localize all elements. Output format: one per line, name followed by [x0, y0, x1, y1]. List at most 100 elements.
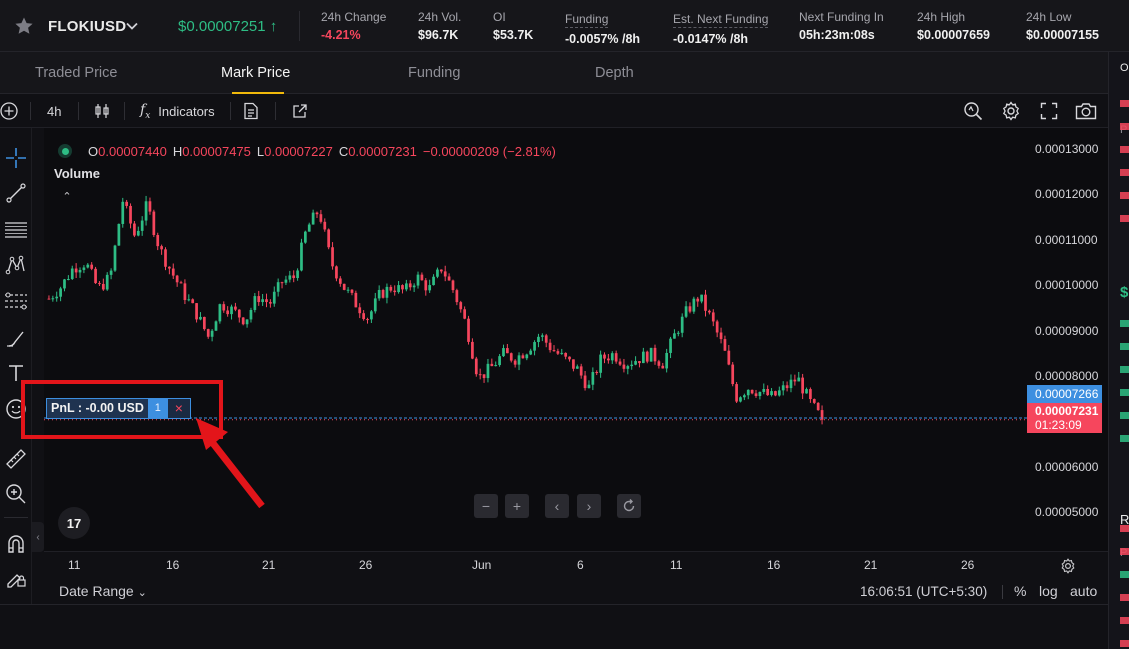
emoji-icon[interactable] — [3, 396, 29, 422]
auto-scale-toggle[interactable]: auto — [1070, 583, 1098, 599]
tab-funding[interactable]: Funding — [408, 65, 461, 81]
symbol-name[interactable]: FLOKIUSD — [48, 18, 127, 35]
position-quantity[interactable]: 1 — [147, 399, 168, 418]
candle-body — [113, 245, 117, 271]
candle-body — [719, 332, 723, 340]
interval-selector[interactable]: 4h — [47, 103, 62, 119]
text-tool-icon[interactable] — [3, 360, 29, 386]
date-range-dropdown[interactable]: Date Range ⌄ — [59, 583, 147, 599]
external-link-icon[interactable] — [292, 100, 308, 122]
candle-body — [331, 247, 334, 267]
candle-body — [101, 283, 105, 290]
candle-body — [354, 292, 358, 308]
time-axis[interactable]: 11 16 21 26 Jun 6 11 16 21 26 — [44, 551, 1108, 579]
candle-body — [373, 298, 377, 312]
candle-body — [486, 363, 490, 379]
collapse-toolbar-chevron-icon[interactable]: ‹ — [32, 522, 44, 552]
stat-value: -0.0057% /8h — [565, 32, 641, 46]
camera-snapshot-icon[interactable] — [1075, 100, 1097, 122]
zoom-in-icon[interactable] — [3, 481, 29, 507]
stat-24h-high: 24h High $0.00007659 — [917, 10, 990, 42]
last-price-tag-value: 0.00007231 — [1035, 404, 1099, 418]
fullscreen-icon[interactable] — [1040, 100, 1058, 122]
percent-scale-toggle[interactable]: % — [1014, 583, 1027, 599]
candle-body — [175, 275, 179, 283]
chevron-up-icon[interactable]: ⌃ — [62, 191, 72, 203]
candle-body — [82, 267, 86, 270]
tab-depth[interactable]: Depth — [595, 65, 634, 81]
stat-24h-change: 24h Change -4.21% — [321, 10, 386, 42]
zoom-out-button[interactable]: − — [474, 494, 498, 518]
brush-icon[interactable] — [3, 326, 29, 352]
scroll-right-button[interactable]: › — [577, 494, 601, 518]
orderbook-row-stub — [1120, 571, 1129, 578]
chevron-down-icon: ⌄ — [137, 587, 147, 599]
templates-icon[interactable] — [243, 100, 259, 122]
crosshair-icon[interactable] — [3, 145, 29, 171]
candle-body — [133, 223, 136, 236]
tradingview-logo[interactable]: 17 — [58, 507, 90, 539]
close-position-icon[interactable]: × — [167, 399, 190, 418]
candle-body — [626, 366, 630, 369]
timezone-clock[interactable]: 16:06:51 (UTC+5:30) — [860, 584, 988, 599]
settings-gear-icon[interactable] — [1001, 100, 1021, 122]
add-symbol-icon[interactable] — [0, 100, 18, 122]
tab-traded-price[interactable]: Traded Price — [35, 65, 118, 81]
tab-mark-price[interactable]: Mark Price — [221, 65, 291, 81]
divider — [230, 102, 231, 120]
recent-trades-header-letter: R — [1120, 512, 1129, 527]
log-scale-toggle[interactable]: log — [1039, 583, 1058, 599]
candle-body — [385, 286, 389, 298]
volume-indicator-label[interactable]: Volume — [54, 166, 100, 181]
candle-body — [436, 269, 439, 277]
candle-body — [754, 393, 758, 396]
candle-body — [358, 307, 362, 314]
candle-style-icon[interactable] — [93, 100, 111, 122]
candle-body — [412, 285, 416, 288]
orderbook-row-stub — [1120, 617, 1129, 624]
lock-drawings-icon[interactable] — [3, 565, 29, 591]
candle-body — [560, 352, 564, 354]
indicators-button[interactable]: fx Indicators — [140, 100, 215, 122]
orderbook-row-stub — [1120, 192, 1129, 199]
stat-funding[interactable]: Funding -0.0057% /8h — [565, 10, 640, 46]
candle-body — [688, 306, 692, 312]
stat-value: -0.0147% /8h — [673, 32, 749, 46]
candle-body — [249, 309, 253, 320]
candle-body — [381, 290, 385, 298]
stat-next-funding-in: Next Funding In 05h:23m:08s — [799, 10, 884, 42]
stat-est-next-funding[interactable]: Est. Next Funding -0.0147% /8h — [673, 10, 769, 46]
search-zoom-icon[interactable] — [963, 100, 983, 122]
candle-body — [801, 377, 804, 394]
trend-line-icon[interactable] — [3, 180, 29, 206]
candle-body — [723, 339, 727, 351]
fib-retracement-icon[interactable] — [3, 288, 29, 314]
chevron-down-icon[interactable] — [124, 20, 140, 32]
reset-chart-icon[interactable] — [617, 494, 641, 518]
favorite-star-icon[interactable] — [14, 16, 34, 36]
candlestick-chart[interactable] — [44, 128, 1027, 551]
candle-body — [455, 290, 459, 303]
candle-body — [105, 274, 109, 290]
zoom-in-button[interactable]: + — [505, 494, 529, 518]
candle-body — [471, 341, 474, 359]
magnet-icon[interactable] — [3, 531, 29, 557]
scroll-left-button[interactable]: ‹ — [545, 494, 569, 518]
candle-body — [583, 375, 587, 389]
candle-body — [234, 306, 237, 310]
candle-body — [459, 302, 463, 310]
position-pnl-label[interactable]: PnL : -0.00 USD 1 × — [46, 398, 191, 419]
candle-body — [195, 303, 198, 320]
axis-settings-gear-icon[interactable] — [1060, 558, 1076, 574]
candle-body — [74, 268, 78, 273]
candle-body — [323, 221, 327, 230]
ruler-icon[interactable] — [3, 446, 29, 472]
horizontal-lines-icon[interactable] — [3, 217, 29, 243]
pattern-icon[interactable] — [3, 252, 29, 278]
candle-body — [257, 296, 261, 303]
stat-label: Est. Next Funding — [673, 12, 769, 28]
price-axis[interactable]: 0.00013000 0.00012000 0.00011000 0.00010… — [1027, 128, 1108, 551]
candle-body — [750, 389, 754, 394]
candle-body — [397, 285, 400, 293]
candle-body — [812, 399, 816, 403]
